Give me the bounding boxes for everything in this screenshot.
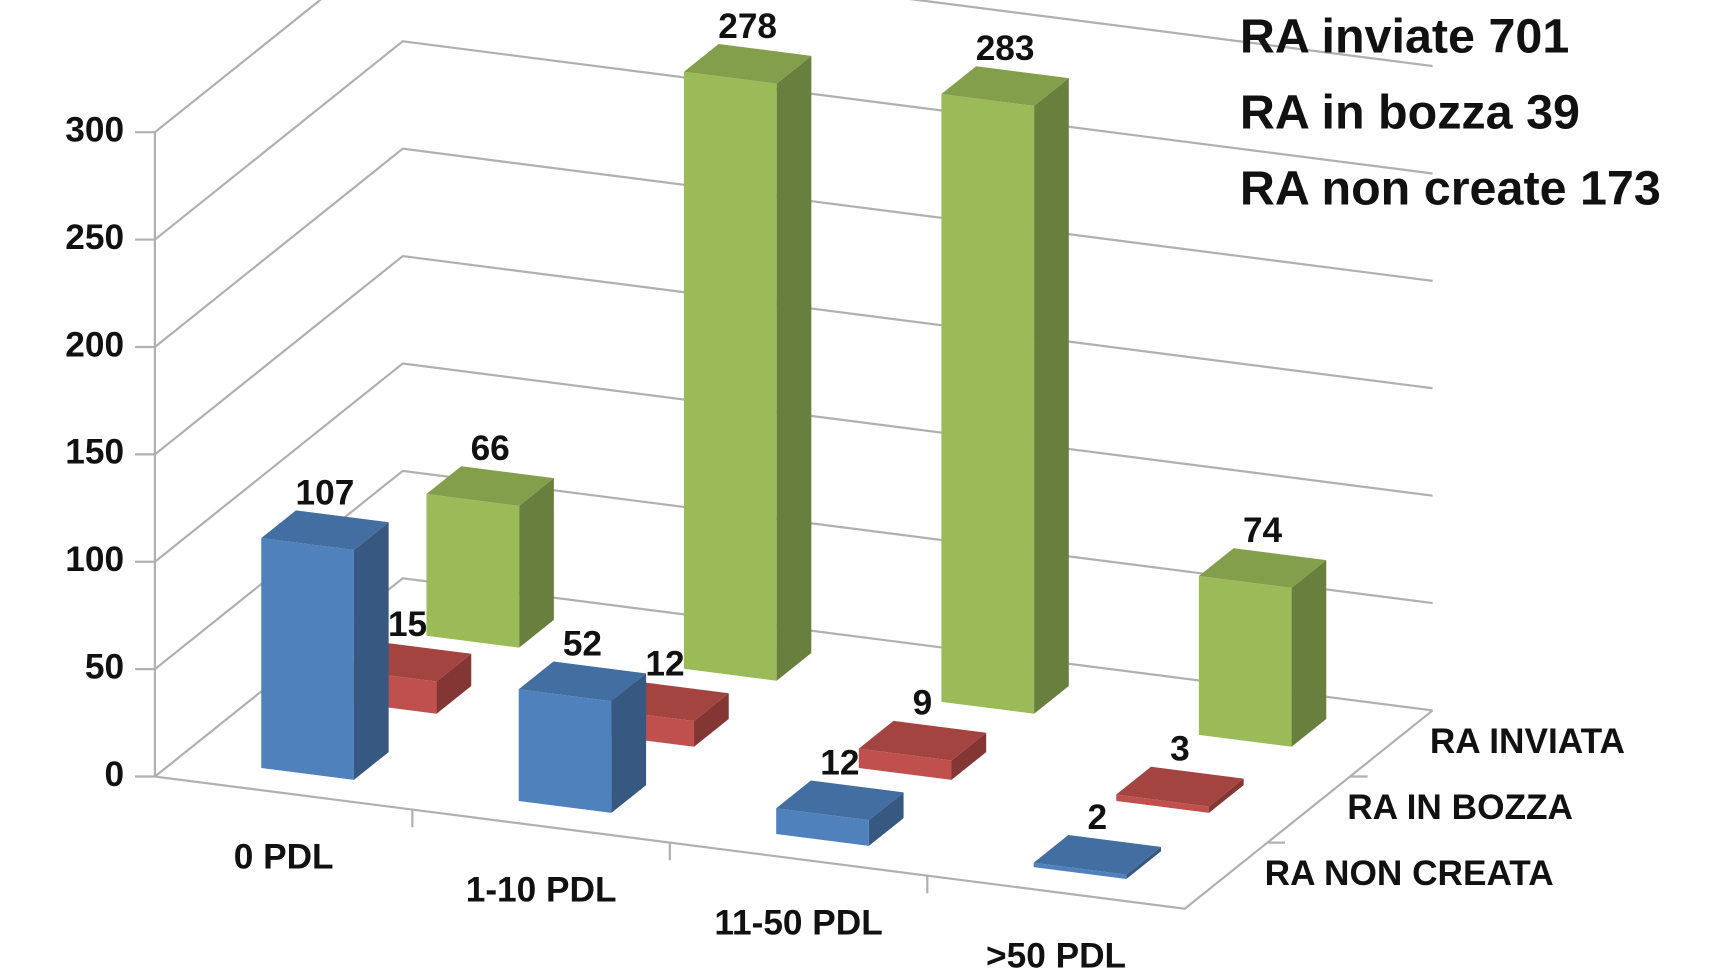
labels: 0 50 100 150 200 250 300 0 PDL 1-10 PDL 11-50 PDL… (65, 7, 1661, 976)
bar-top (683, 43, 812, 84)
bar-front (1198, 575, 1292, 747)
bar (1033, 835, 1162, 879)
x-tick-label: 0 PDL (234, 837, 334, 876)
annotation: RA non create 173 (1240, 161, 1661, 215)
data-label: 12 (645, 644, 684, 683)
bar-front (683, 71, 777, 681)
bar-front (426, 494, 520, 648)
bar-front (1116, 794, 1209, 813)
bar-side (1034, 78, 1069, 714)
y-tick-label: 0 (104, 755, 124, 794)
grid-line (154, 40, 1433, 241)
bar-side (611, 673, 647, 813)
bar-side (868, 792, 904, 846)
bar-top (1116, 766, 1244, 807)
data-label: 12 (820, 743, 859, 782)
bar-side (951, 732, 987, 780)
bar-front (858, 748, 952, 780)
bar (941, 66, 1069, 714)
bar-side (436, 653, 472, 714)
grid-line (154, 0, 1433, 134)
y-tick-label: 50 (85, 647, 124, 686)
bar-front (518, 689, 612, 813)
bar-side (694, 693, 729, 747)
data-label: 278 (718, 7, 777, 46)
bars (261, 43, 1327, 879)
bar (426, 466, 554, 648)
series-label: RA NON CREATA (1265, 854, 1554, 893)
annotation: RA inviate 701 (1240, 9, 1569, 63)
bar-front (776, 808, 869, 846)
bar (1198, 548, 1327, 747)
bar-top (518, 661, 647, 702)
bar-side (776, 55, 812, 681)
y-tick-label: 300 (65, 110, 124, 149)
axes (135, 0, 1434, 910)
data-label: 52 (563, 624, 602, 663)
annotation: RA in bozza 39 (1240, 85, 1580, 139)
y-tick-label: 100 (65, 540, 124, 579)
grid-line (154, 147, 1433, 348)
y-tick-label: 150 (65, 433, 124, 472)
series-label: RA INVIATA (1430, 722, 1625, 761)
bar-front (261, 538, 354, 780)
bar (518, 661, 647, 813)
series-label: RA IN BOZZA (1347, 788, 1573, 827)
data-label: 3 (1170, 730, 1190, 769)
bar-front (1033, 862, 1127, 879)
data-label: 107 (296, 473, 355, 512)
y-tick-label: 250 (65, 218, 124, 257)
bar-side (1126, 846, 1162, 879)
data-label: 283 (976, 29, 1035, 68)
data-label: 66 (471, 429, 510, 468)
bar-top (776, 780, 904, 821)
grid-line (154, 362, 1433, 563)
x-tick-label: 11-50 PDL (714, 904, 882, 943)
grid-line (154, 469, 1433, 671)
bar (683, 43, 812, 681)
data-label: 74 (1243, 511, 1283, 550)
bar-front (941, 94, 1035, 714)
bar-side (519, 478, 554, 648)
bar-top (941, 66, 1069, 106)
bar-top (858, 720, 987, 761)
data-label: 9 (913, 684, 933, 723)
bar (776, 780, 904, 846)
x-tick-label: >50 PDL (986, 937, 1126, 976)
bar-top (1033, 835, 1162, 875)
bar-side (1208, 778, 1244, 813)
bar-side (1291, 560, 1327, 747)
bar (261, 510, 389, 780)
bar-top (426, 466, 554, 506)
bar-side (353, 522, 389, 780)
grid-line (154, 577, 1433, 778)
bar (1116, 766, 1244, 813)
bar-top (261, 510, 389, 551)
data-label: 15 (388, 605, 427, 644)
bar-top (1198, 548, 1327, 588)
bar (858, 720, 987, 780)
grid-line (154, 254, 1433, 456)
y-tick-label: 200 (65, 325, 124, 364)
x-tick-label: 1-10 PDL (466, 870, 617, 909)
data-label: 2 (1088, 798, 1108, 837)
